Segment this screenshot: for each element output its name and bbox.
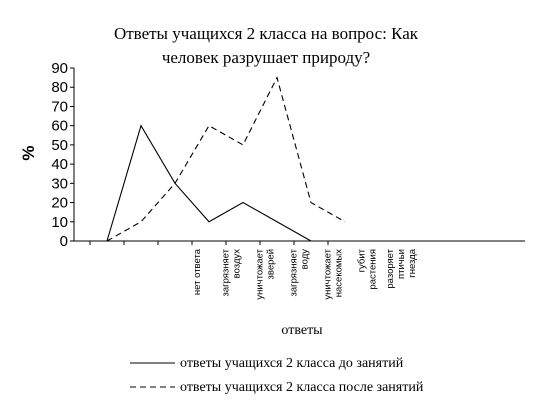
chart-title: Ответы учащихся 2 класса на вопрос: Как ч… (114, 24, 419, 67)
legend-label: ответы учащихся 2 класса после занятий (180, 380, 424, 395)
x-category-label: загрязняет (289, 248, 300, 296)
series-after-line (106, 76, 346, 242)
y-tick-label: 60 (51, 118, 68, 135)
x-category-label: уничтожает (255, 248, 266, 299)
series-lines (106, 76, 346, 242)
y-tick-label: 90 (51, 60, 68, 77)
y-tick-label: 80 (51, 79, 68, 96)
y-tick-label: 0 (60, 233, 68, 250)
y-axis-label: % (19, 145, 38, 160)
x-category-label: воздух (232, 249, 243, 279)
y-tick-label: 10 (51, 214, 68, 231)
y-tick-label: 30 (51, 175, 68, 192)
x-category-label: загрязняет (221, 248, 232, 296)
series-before-line (106, 124, 312, 242)
y-tick-label: 50 (51, 137, 68, 154)
legend: ответы учащихся 2 класса до занятий ответ… (130, 356, 424, 395)
chart-title-line: человек разрушает природу? (162, 48, 370, 67)
x-category-label: нет ответа (192, 248, 203, 295)
y-axis: 0 10 20 30 40 50 60 70 80 90% (19, 60, 75, 250)
x-axis-label: ответы (281, 323, 323, 338)
x-category-label: насекомых (334, 249, 345, 297)
x-category-label: воду (300, 249, 311, 270)
x-category-label: птичьи (396, 249, 407, 279)
x-category-label: уничтожает (323, 248, 334, 299)
x-category-label: губит (357, 248, 368, 272)
x-category-label: разоряет (385, 248, 396, 288)
x-category-label: растения (368, 249, 379, 290)
y-tick-label: 40 (51, 156, 68, 173)
legend-label: ответы учащихся 2 класса до занятий (180, 356, 404, 371)
x-category-label: гнезда (407, 248, 418, 277)
x-category-label: зверей (266, 249, 277, 279)
y-tick-label: 70 (51, 98, 68, 115)
y-tick-label: 20 (51, 195, 68, 212)
x-axis: нет ответа загрязняет воздух уничтожает звер… (74, 240, 525, 338)
chart-title-line: Ответы учащихся 2 класса на вопрос: Как (114, 24, 419, 43)
